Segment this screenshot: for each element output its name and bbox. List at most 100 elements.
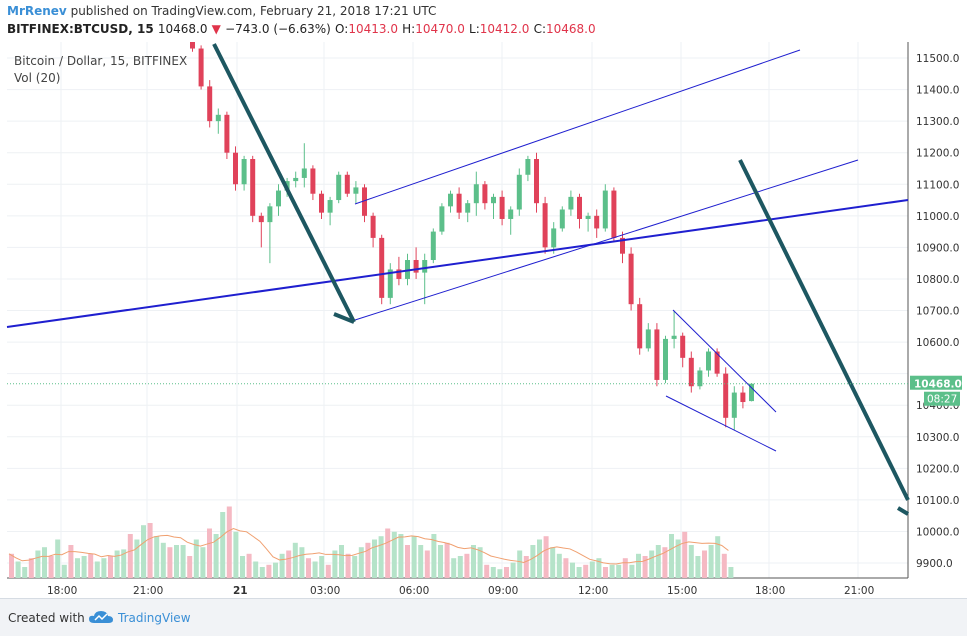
candle-body [637,304,643,349]
volume-bar [365,542,371,578]
close-label: C: [533,22,546,36]
volume-bar [675,539,681,578]
volume-bar [444,542,450,578]
volume-bar [457,556,463,578]
x-tick-label: 21:00 [133,585,163,597]
y-tick-label: 11100.0 [916,179,959,191]
candle-body [585,215,591,219]
candle-body [456,193,462,213]
candle-body [654,329,660,380]
candle-body [233,152,238,185]
volume-bar [180,545,186,578]
volume-bar [438,545,443,578]
volume-bar [616,564,622,578]
author-name[interactable]: MrRenev [7,4,67,18]
y-tick-label: 11000.0 [916,211,959,223]
y-tick-label: 10200.0 [916,463,959,475]
publish-text: published on TradingView.com, February 2… [70,4,437,18]
volume-bar [603,567,608,578]
x-tick-label: 21 [233,585,248,597]
volume-bar [306,558,311,578]
candle-body [482,184,488,204]
volume-bar [510,562,516,578]
candle-body [611,190,617,238]
volume-bar [213,534,219,578]
volume-bar [629,564,635,578]
volume-bar [708,545,714,578]
volume-bar [81,556,87,578]
volume-bar [200,547,206,578]
channel-lower-line [354,159,859,321]
volume-bar [372,539,377,578]
volume-bar [259,567,265,578]
candle-body [663,338,668,380]
volume-bar [312,561,318,578]
candle-body [551,228,557,248]
tradingview-link[interactable]: TradingView [118,611,191,625]
arrow-down-2-head [896,506,910,516]
volume-bar [187,556,193,578]
volume-bar [88,553,94,578]
volume-bar [721,553,727,578]
volume-bar [596,558,602,578]
y-tick-label: 10800.0 [916,274,959,286]
volume-bar [94,561,100,578]
volume-bar [240,556,245,578]
price-chart[interactable]: 11500.0 11400.0 11300.0 11200.0 11100.0 11000… [0,42,967,598]
arrow-down-1-icon [212,43,356,323]
candle-body [714,351,720,374]
arrow-down-2-icon [738,159,910,501]
volume-bar [517,550,523,578]
candle-body [508,209,514,219]
volume-bar [226,506,232,578]
volume-bar [649,550,655,578]
candle-body [198,48,204,87]
y-tick-label: 10900.0 [916,242,959,254]
candle-body [267,206,273,223]
candle-body [439,206,445,232]
x-tick-label: 06:00 [399,585,429,597]
volume-bar [114,550,120,578]
volume-bar [154,536,160,578]
volume-bar [622,558,628,578]
y-tick-label: 10100.0 [916,495,959,507]
volume-bar [477,547,483,578]
volume-bar [339,545,344,578]
volume-bar [22,567,28,578]
candle-body [362,187,367,216]
chart-legend-title: Bitcoin / Dollar, 15, BITFINEX [14,54,187,68]
volume-bar [688,545,694,578]
change-value: −743.0 (−6.63%) [225,22,331,36]
change-down-icon: ▼ [211,22,221,36]
candle-body [250,159,256,216]
volume-bar [431,534,437,578]
candle-body [293,177,299,182]
high-label: H: [402,22,416,36]
candle-body [396,269,402,279]
candle-body [241,159,247,185]
volume-bar [504,567,509,578]
channel-upper-line [354,49,801,205]
volume-bar [299,547,305,578]
volume-bar [9,553,14,578]
volume-bar [35,550,41,578]
candle-body [534,159,539,204]
volume-bar [160,542,166,578]
open-value: 10413.0 [348,22,398,36]
volume-bar [550,547,556,578]
y-tick-label: 10300.0 [916,432,959,444]
volume-bar [292,542,298,578]
volume-bar [15,561,21,578]
tradingview-cloud-icon [89,611,113,623]
volume-bar [642,556,648,578]
candle-body [465,203,471,213]
volume-bar [358,547,364,578]
volume-bar [108,556,113,578]
last-price: 10468.0 [157,22,208,36]
volume-bar [490,567,496,578]
volume-bar [127,534,133,578]
candle-body [207,86,213,122]
volume-bar [609,564,615,578]
candle-body [568,196,574,210]
volume-bar [61,564,67,578]
